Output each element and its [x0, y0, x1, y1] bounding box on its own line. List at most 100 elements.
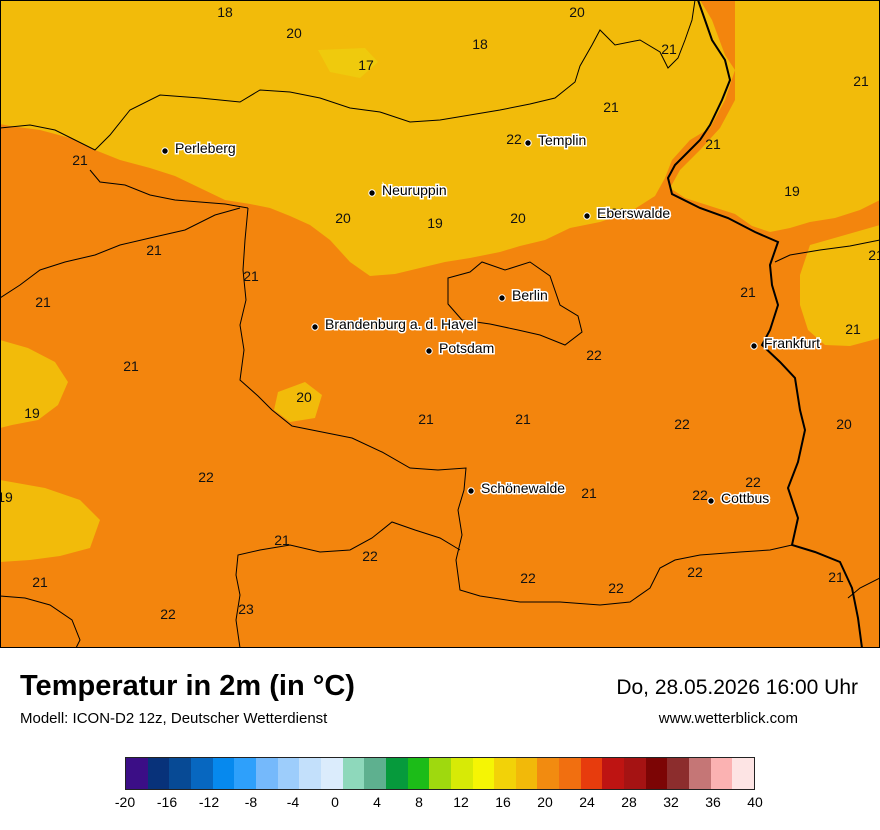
cooler-zones	[0, 0, 880, 562]
scale-segment	[624, 758, 646, 789]
scale-segment	[277, 758, 300, 789]
city-templin[interactable]: Templin	[524, 131, 588, 150]
city-label: Berlin	[512, 287, 548, 303]
temperature-value: 18	[472, 36, 488, 52]
scale-segment	[494, 758, 516, 789]
mild-zone	[0, 480, 100, 562]
city-label: Neuruppin	[382, 182, 447, 198]
scale-segment	[450, 758, 473, 789]
temperature-value: 22	[198, 469, 214, 485]
city-label: Frankfurt	[764, 335, 820, 351]
scale-segment	[515, 758, 538, 789]
map-title: Temperatur in 2m (in °C)	[20, 670, 355, 702]
scale-tick-label: 12	[453, 794, 469, 810]
footer: Temperatur in 2m (in °C) Modell: ICON-D2…	[0, 648, 880, 830]
temperature-value: 21	[581, 485, 597, 501]
temperature-value: 21	[243, 268, 259, 284]
temperature-value: 21	[418, 411, 434, 427]
scale-ticks: -20 -16 -12 -8 -4 0 4 8 12 16 20 24 28 32 36 40	[0, 794, 880, 814]
temperature-value: 18	[217, 4, 233, 20]
temperature-value: 21	[72, 152, 88, 168]
temperature-value: 19	[427, 215, 443, 231]
city-label: Cottbus	[721, 490, 769, 506]
temperature-value: 21	[610, 205, 626, 221]
temperature-value: 21	[868, 247, 880, 263]
temperature-value: 22	[506, 131, 522, 147]
scale-segment	[299, 758, 321, 789]
scale-tick-label: 36	[705, 794, 721, 810]
temperature-value: 20	[335, 210, 351, 226]
scale-segment	[689, 758, 711, 789]
mild-zone	[0, 340, 68, 428]
scale-segment	[212, 758, 235, 789]
city-dot-icon	[161, 147, 169, 155]
temperature-value: 21	[274, 532, 290, 548]
border-line	[447, 261, 583, 346]
temperature-value: 22	[586, 347, 602, 363]
temperature-map[interactable]: 18 20 17 18 20 21 21 21 21 21 20 19 20 21 21 21 21 21 21 19…	[0, 0, 880, 648]
temperature-value: 17	[358, 57, 374, 73]
scale-segment	[255, 758, 278, 789]
mild-zone	[800, 225, 880, 346]
city-dot-icon	[311, 323, 319, 331]
city-potsdam[interactable]: Potsdam	[425, 339, 496, 358]
region-borders	[0, 0, 880, 648]
scale-tick-label: -16	[156, 794, 178, 810]
scale-segment	[169, 758, 191, 789]
temperature-value: 21	[146, 242, 162, 258]
scale-tick-label: -20	[114, 794, 136, 810]
city-dot-icon	[707, 497, 715, 505]
city-berlin[interactable]: Berlin	[498, 286, 549, 305]
city-cottbus[interactable]: Cottbus	[707, 489, 771, 508]
temperature-value: 21	[515, 411, 531, 427]
city-label: Brandenburg a. d. Havel	[325, 316, 477, 332]
scale-tick-label: 16	[495, 794, 511, 810]
city-brandenburg-a-d-havel[interactable]: Brandenburg a. d. Havel	[311, 315, 478, 334]
scale-tick-label: 0	[331, 794, 339, 810]
city-frankfurt[interactable]: Frankfurt	[750, 334, 822, 353]
scale-segment	[429, 758, 451, 789]
scale-segment	[472, 758, 495, 789]
temperature-value: 21	[853, 73, 869, 89]
temperature-value: 23	[238, 601, 254, 617]
temperature-value: 21	[828, 569, 844, 585]
scale-segment	[190, 758, 213, 789]
temperature-values: 18 20 17 18 20 21 21 21 21 21 20 19 20 21 21 21 21 21 21 19…	[0, 4, 880, 648]
scale-tick-label: 8	[415, 794, 423, 810]
city-dot-icon	[467, 487, 475, 495]
scale-segment	[385, 758, 408, 789]
mild-zone	[274, 382, 322, 422]
mild-zone	[0, 0, 735, 276]
temperature-value: 22	[362, 548, 378, 564]
temperature-value: 21	[845, 321, 861, 337]
city-schönewalde[interactable]: Schönewalde	[467, 479, 567, 498]
city-dot-icon	[524, 139, 532, 147]
temperature-value: 19	[24, 405, 40, 421]
scale-segment	[602, 758, 625, 789]
city-dot-icon	[425, 347, 433, 355]
temperature-value: 20	[569, 4, 585, 20]
city-dot-icon	[583, 212, 591, 220]
scale-tick-label: -8	[244, 794, 258, 810]
city-dot-icon	[498, 294, 506, 302]
temperature-value: 21	[603, 99, 619, 115]
scale-segment	[537, 758, 560, 789]
scale-segment	[342, 758, 365, 789]
city-neuruppin[interactable]: Neuruppin	[368, 181, 448, 200]
city-eberswalde[interactable]: Eberswalde	[583, 204, 672, 223]
scale-segment	[732, 758, 755, 789]
city-perleberg[interactable]: Perleberg	[161, 139, 237, 158]
model-info: Modell: ICON-D2 12z, Deutscher Wetterdie…	[20, 710, 328, 727]
scale-segment	[710, 758, 733, 789]
scale-segment	[147, 758, 170, 789]
city-label: Eberswalde	[597, 205, 670, 221]
temperature-value: 19	[784, 183, 800, 199]
scale-tick-label: 20	[537, 794, 553, 810]
website-link[interactable]: www.wetterblick.com	[658, 710, 798, 727]
temperature-value: 22	[674, 416, 690, 432]
city-markers: Perleberg Templin Neuruppin Eberswalde Berli…	[161, 131, 822, 508]
temperature-value: 21	[123, 358, 139, 374]
temperature-value: 20	[296, 389, 312, 405]
temperature-value: 21	[740, 284, 756, 300]
temperature-value: 21	[32, 574, 48, 590]
